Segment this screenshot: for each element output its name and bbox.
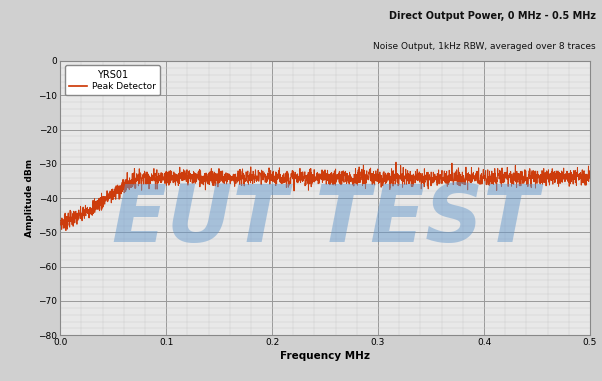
- Text: Direct Output Power, 0 MHz - 0.5 MHz: Direct Output Power, 0 MHz - 0.5 MHz: [389, 11, 596, 21]
- Legend: Peak Detector: Peak Detector: [64, 66, 160, 95]
- Text: EUT TEST: EUT TEST: [112, 181, 538, 259]
- Text: Noise Output, 1kHz RBW, averaged over 8 traces: Noise Output, 1kHz RBW, averaged over 8 …: [373, 42, 596, 51]
- Y-axis label: Amplitude dBm: Amplitude dBm: [25, 159, 34, 237]
- X-axis label: Frequency MHz: Frequency MHz: [280, 351, 370, 361]
